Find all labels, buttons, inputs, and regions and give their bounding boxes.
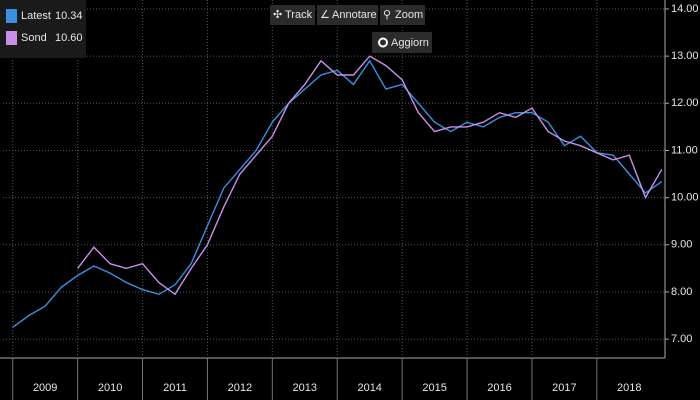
y-tick-label: 9.00 (671, 239, 692, 251)
button-label: Annotare (332, 9, 377, 21)
x-tick-label: 2014 (357, 382, 381, 394)
button-icon: ∠ (320, 9, 330, 21)
y-tick-label: 8.00 (671, 286, 692, 298)
refresh-button[interactable]: Aggiorn (372, 32, 432, 53)
button-bg (270, 5, 315, 25)
x-tick-label: 2011 (163, 382, 187, 394)
button-icon: ✣ (273, 9, 282, 21)
button-label: Track (285, 9, 313, 21)
button-icon (378, 37, 388, 48)
legend-swatch (6, 9, 17, 23)
button-bg (317, 5, 378, 25)
y-tick-label: 13.00 (671, 50, 699, 62)
x-tick-label: 2015 (422, 382, 446, 394)
x-tick-label: 2012 (228, 382, 252, 394)
legend-box (0, 0, 86, 58)
line-series (12, 59, 663, 328)
y-tick-label: 14.00 (671, 3, 699, 15)
button-icon: ⚲ (383, 9, 391, 21)
x-tick-label: 2013 (293, 382, 317, 394)
legend-label: Sond (21, 32, 47, 44)
line-series (77, 55, 663, 296)
x-tick-label: 2016 (487, 382, 511, 394)
toolbar-button[interactable]: ∠ Annotare (317, 5, 378, 25)
button-bg (372, 32, 432, 53)
x-tick-label: 2017 (552, 382, 576, 394)
legend-value: 10.60 (55, 32, 83, 44)
button-label: Aggiorn (391, 37, 429, 49)
y-tick-label: 10.00 (671, 192, 699, 204)
toolbar-button[interactable]: ⚲ Zoom (380, 5, 425, 25)
legend-swatch (6, 31, 17, 45)
y-tick-label: 11.00 (671, 144, 698, 156)
x-tick-label: 2010 (98, 382, 122, 394)
legend-value: 10.34 (55, 10, 83, 22)
x-tick-label: 2018 (617, 382, 641, 394)
button-label: Zoom (395, 9, 423, 21)
x-tick-label: 2009 (33, 382, 57, 394)
y-tick-label: 7.00 (671, 333, 692, 345)
toolbar-button[interactable]: ✣ Track (270, 5, 315, 25)
button-bg (380, 5, 425, 25)
legend-label: Latest (21, 10, 51, 22)
y-tick-label: 12.00 (671, 97, 699, 109)
